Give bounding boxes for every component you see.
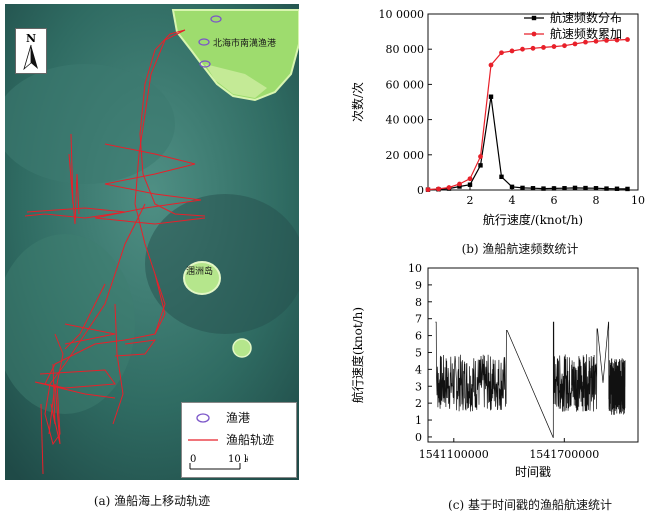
y-tick-label: 2: [415, 397, 422, 410]
data-point: [509, 184, 515, 190]
island-small: [232, 338, 252, 358]
legend-label: 航速频数累加: [550, 26, 622, 41]
speed-series-line: [435, 321, 626, 438]
data-point: [583, 185, 588, 191]
data-point: [593, 186, 599, 191]
legend-port-label: 渔港: [226, 411, 251, 425]
data-point: [478, 154, 483, 159]
data-point: [478, 163, 483, 168]
data-point: [520, 46, 525, 52]
data-point: [562, 186, 567, 191]
data-point: [488, 94, 494, 99]
y-tick-label: 3: [415, 380, 422, 393]
y-tick-label: 9: [415, 279, 422, 292]
x-tick-label: 10: [631, 194, 645, 207]
scale-bar: 0 10 km: [188, 453, 248, 473]
speed-frequency-chart: 0 20 000 40 000 60 000 80 000 10 0000 2 4 6 8 10 航行…: [350, 8, 645, 227]
y-tick-label: 6: [415, 330, 422, 343]
data-point: [436, 186, 441, 192]
data-point: [625, 186, 630, 192]
north-label: N: [26, 32, 36, 45]
fishing-track: [24, 29, 206, 475]
port-legend-icon: [196, 412, 210, 423]
y-tick-label: 4: [415, 363, 422, 376]
data-point: [604, 38, 609, 43]
y-tick-label: 40 000: [386, 114, 425, 127]
data-point: [593, 38, 599, 44]
data-point: [499, 174, 504, 179]
x-tick-label: 1541700000: [529, 448, 599, 461]
map-panel: 北海市南澫渔港 涠洲岛 N 渔港: [5, 4, 299, 480]
data-point: [467, 182, 473, 187]
legend-marker: [531, 15, 537, 21]
data-point: [583, 39, 588, 45]
series-line-1: [427, 38, 628, 191]
x-tick-label: 8: [593, 194, 600, 207]
data-point: [541, 186, 546, 191]
y-axis-label: 航行速度(knot/h): [350, 307, 365, 403]
data-point: [530, 186, 536, 191]
data-point: [457, 181, 462, 187]
data-point: [488, 62, 494, 68]
y-tick-label: 10 0000: [379, 8, 425, 21]
data-point: [446, 185, 452, 190]
y-tick-label: 20 000: [386, 149, 425, 162]
scale-start: 0: [190, 454, 196, 465]
x-tick-label: 2: [467, 194, 474, 207]
y-tick-label: 8: [415, 296, 422, 309]
data-point: [604, 186, 609, 191]
y-tick-label: 1: [415, 414, 422, 427]
data-point: [509, 48, 515, 54]
y-tick-label: 60 000: [386, 78, 425, 91]
y-tick-label: 80 000: [386, 43, 425, 56]
data-point: [614, 37, 620, 43]
y-axis-label: 次数/次: [350, 82, 365, 122]
caption-c: (c) 基于时间戳的渔船航速统计: [448, 498, 612, 512]
legend-marker: [531, 31, 537, 37]
data-point: [457, 184, 462, 189]
y-tick-label: 0: [415, 431, 422, 444]
caption-a: (a) 渔船海上移动轨迹: [93, 494, 211, 508]
x-axis-label: 航行速度/(knot/h): [483, 212, 583, 227]
data-point: [551, 44, 557, 49]
y-tick-label: 5: [415, 346, 422, 359]
data-point: [614, 186, 620, 191]
data-point: [499, 50, 504, 56]
legend-label: 航速频数分布: [550, 10, 622, 25]
legend-track-label: 渔船轨迹: [226, 433, 275, 447]
x-tick-label: 4: [509, 194, 516, 207]
series-line-0: [427, 96, 628, 191]
data-point: [425, 187, 431, 193]
y-tick-label: 0: [417, 184, 424, 197]
data-point: [551, 186, 557, 191]
scale-end: 10 km: [228, 454, 248, 465]
data-point: [572, 41, 578, 47]
x-tick-label: 1541100000: [419, 448, 489, 461]
data-point: [467, 176, 473, 182]
x-axis-label: 时间戳: [515, 465, 551, 479]
data-point: [562, 43, 567, 49]
satellite-map: 北海市南澫渔港 涠洲岛: [5, 4, 299, 480]
plot-frame: [427, 267, 639, 443]
island-label: 涠洲岛: [186, 265, 213, 277]
port-icon: [198, 15, 222, 68]
x-tick-label: 6: [551, 194, 558, 207]
data-point: [625, 37, 630, 42]
speed-timestamp-chart: 0 1 2 3 4 5 6 7 8 9 10 1541100000 1541700000 时间戳 航行速度(…: [350, 262, 639, 479]
data-point: [530, 45, 536, 51]
island-weizhou: [183, 261, 221, 295]
y-tick-label: 7: [415, 313, 422, 326]
port-label: 北海市南澫渔港: [213, 37, 276, 49]
north-arrow: N: [15, 28, 47, 74]
map-legend: 渔港 渔船轨迹 0 10 km: [181, 402, 297, 478]
y-tick-label: 10: [408, 262, 422, 275]
data-point: [520, 185, 525, 191]
mainland: [171, 9, 299, 102]
data-point: [541, 45, 546, 50]
data-point: [572, 185, 578, 191]
caption-b: (b) 渔船航速频数统计: [461, 242, 579, 256]
